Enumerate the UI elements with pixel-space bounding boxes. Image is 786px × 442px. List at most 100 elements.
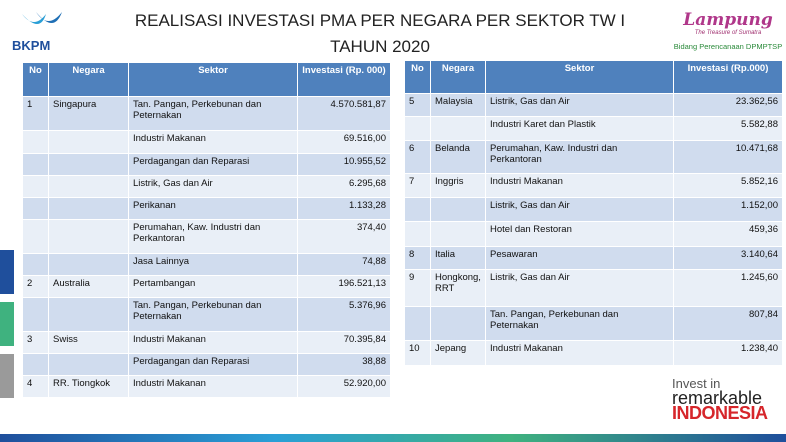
table-row: Listrik, Gas dan Air 6.295,68 xyxy=(22,175,391,198)
footer-line: Invest in xyxy=(672,376,721,391)
table-cell: Jepang xyxy=(430,340,486,366)
column-header: No xyxy=(22,62,49,97)
table-cell: 374,40 xyxy=(297,219,391,254)
empty-cell xyxy=(430,306,486,341)
title-line: REALISASI INVESTASI PMA PER NEGARA PER S… xyxy=(134,11,626,30)
footer-line: remarkable xyxy=(672,388,763,408)
empty-cell xyxy=(22,297,49,332)
table-cell: 1.152,00 xyxy=(673,197,783,222)
table-left: No Negara Sektor Investasi (Rp. 000) 1 Singap… xyxy=(22,62,391,398)
table-cell: 807,84 xyxy=(673,306,783,341)
empty-cell xyxy=(22,353,49,376)
column-header: Sektor xyxy=(128,62,298,97)
column-header: Sektor xyxy=(485,60,674,94)
title: REALISASI INVESTASI PMA PER NEGARA PER S… xyxy=(90,8,670,60)
table-cell: Perdagangan dan Reparasi xyxy=(128,153,298,176)
table-cell: Perumahan, Kaw. Industri dan Perkantoran xyxy=(485,140,674,174)
table-cell: Tan. Pangan, Perkebunan dan Peternakan xyxy=(485,306,674,341)
title-line: TAHUN 2020 xyxy=(330,37,430,56)
footer-logo: Invest in remarkable INDONESIA xyxy=(672,376,782,422)
empty-cell xyxy=(22,219,49,254)
side-bar xyxy=(0,302,14,346)
table-cell: 23.362,56 xyxy=(673,93,783,117)
empty-cell xyxy=(404,116,431,141)
table-row: 1 Singapura Tan. Pangan, Perkebunan dan Pe… xyxy=(22,96,391,131)
table-cell: Industri Makanan xyxy=(128,130,298,154)
table-cell: 5.376,96 xyxy=(297,297,391,332)
table-row: 6 Belanda Perumahan, Kaw. Industri dan Per… xyxy=(404,140,783,174)
table-cell: Industri Karet dan Plastik xyxy=(485,116,674,141)
empty-cell xyxy=(48,175,129,198)
table-cell: 5.582,88 xyxy=(673,116,783,141)
bkpm-icon xyxy=(22,12,62,24)
table-row: Listrik, Gas dan Air 1.152,00 xyxy=(404,197,783,222)
empty-cell xyxy=(48,253,129,276)
empty-cell xyxy=(22,130,49,154)
table-cell: 3.140,64 xyxy=(673,246,783,270)
table-cell: 1 xyxy=(22,96,49,131)
column-header: Investasi (Rp.000) xyxy=(673,60,783,94)
table-cell: Industri Makanan xyxy=(485,173,674,198)
table-cell: 196.521,13 xyxy=(297,275,391,298)
table-cell: Industri Makanan xyxy=(485,340,674,366)
table-row: 9 Hongkong, RRT Listrik, Gas dan Air 1.245,… xyxy=(404,269,783,307)
table-row: Industri Karet dan Plastik 5.582,88 xyxy=(404,116,783,141)
table-cell: Belanda xyxy=(430,140,486,174)
table-row: Hotel dan Restoran 459,36 xyxy=(404,221,783,247)
table-row: Perdagangan dan Reparasi 10.955,52 xyxy=(22,153,391,176)
table-row: 4 RR. Tiongkok Industri Makanan 52.920,00 xyxy=(22,375,391,398)
table-cell: 1.245,60 xyxy=(673,269,783,307)
column-header: No xyxy=(404,60,431,94)
table-cell: Inggris xyxy=(430,173,486,198)
empty-cell xyxy=(430,197,486,222)
table-cell: 9 xyxy=(404,269,431,307)
table-cell: 1.238,40 xyxy=(673,340,783,366)
empty-cell xyxy=(404,221,431,247)
empty-cell xyxy=(48,297,129,332)
table-cell: Listrik, Gas dan Air xyxy=(485,269,674,307)
table-cell: Industri Makanan xyxy=(128,375,298,398)
table-cell: Industri Makanan xyxy=(128,331,298,354)
table-cell: 2 xyxy=(22,275,49,298)
logo-left: BKPM xyxy=(12,38,51,53)
table-row: Perdagangan dan Reparasi 38,88 xyxy=(22,353,391,376)
table-cell: 52.920,00 xyxy=(297,375,391,398)
empty-cell xyxy=(48,219,129,254)
table-cell: 1.133,28 xyxy=(297,197,391,220)
table-row: 8 Italia Pesawaran 3.140,64 xyxy=(404,246,783,270)
table-cell: Perikanan xyxy=(128,197,298,220)
table-cell: 38,88 xyxy=(297,353,391,376)
table-cell: 4 xyxy=(22,375,49,398)
table-cell: Australia xyxy=(48,275,129,298)
table-cell: Singapura xyxy=(48,96,129,131)
table-cell: 4.570.581,87 xyxy=(297,96,391,131)
table-cell: 6.295,68 xyxy=(297,175,391,198)
header-row: No Negara Sektor Investasi (Rp. 000) xyxy=(22,62,391,97)
table-cell: Tan. Pangan, Perkebunan dan Peternakan xyxy=(128,297,298,332)
table-cell: Pertambangan xyxy=(128,275,298,298)
table-right: No Negara Sektor Investasi (Rp.000) 5 Malaysi… xyxy=(404,60,783,366)
table-cell: 5.852,16 xyxy=(673,173,783,198)
table-cell: 7 xyxy=(404,173,431,198)
table-row: Tan. Pangan, Perkebunan dan Peternakan 80… xyxy=(404,306,783,341)
table-cell: Italia xyxy=(430,246,486,270)
logo-right: Lampung The Treasure of Sumatra Bidang P… xyxy=(672,10,784,51)
empty-cell xyxy=(48,197,129,220)
empty-cell xyxy=(430,221,486,247)
table-cell: 3 xyxy=(22,331,49,354)
empty-cell xyxy=(22,175,49,198)
table-cell: Perdagangan dan Reparasi xyxy=(128,353,298,376)
table-cell: Perumahan, Kaw. Industri dan Perkantoran xyxy=(128,219,298,254)
table-cell: 6 xyxy=(404,140,431,174)
header-row: No Negara Sektor Investasi (Rp.000) xyxy=(404,60,783,94)
table-row: 2 Australia Pertambangan 196.521,13 xyxy=(22,275,391,298)
logo-tagline: The Treasure of Sumatra xyxy=(694,30,762,36)
table-row: Industri Makanan 69.516,00 xyxy=(22,130,391,154)
table-cell: Swiss xyxy=(48,331,129,354)
table-cell: 10.955,52 xyxy=(297,153,391,176)
side-bar xyxy=(0,354,14,398)
table-cell: Hongkong, RRT xyxy=(430,269,486,307)
table-cell: Pesawaran xyxy=(485,246,674,270)
table-cell: RR. Tiongkok xyxy=(48,375,129,398)
